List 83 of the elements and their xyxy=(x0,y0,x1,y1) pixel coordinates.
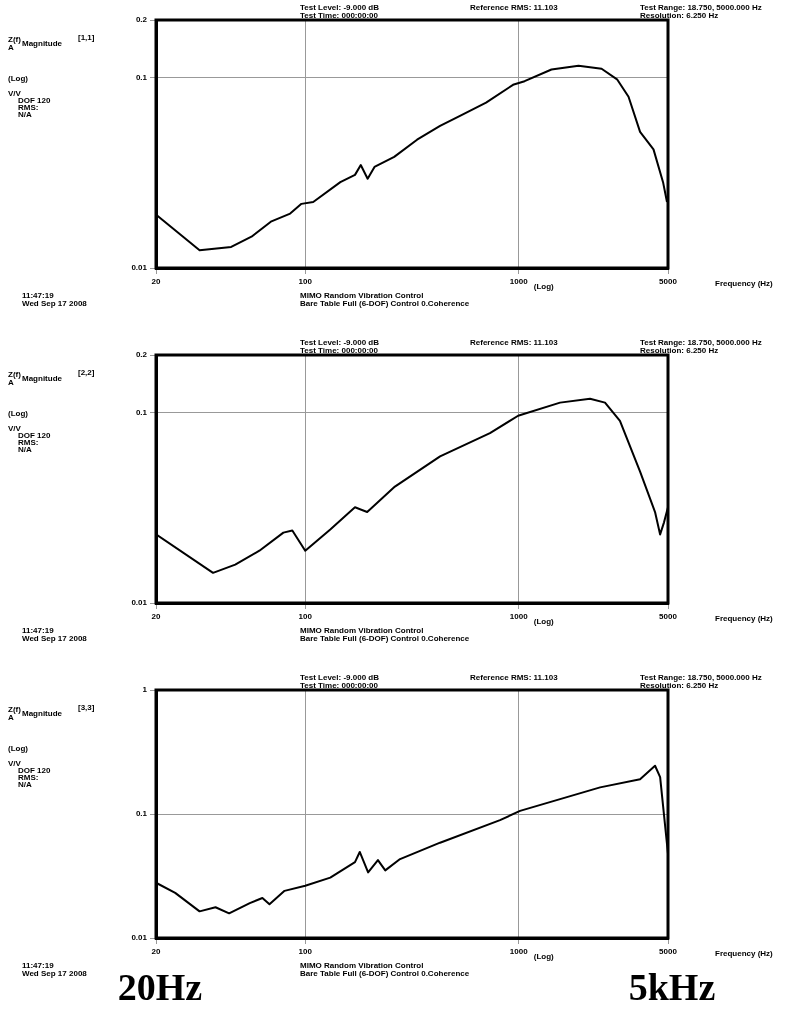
text: Test Level: -9.000 dB xyxy=(300,673,379,682)
y-axis-title: Magnitude xyxy=(22,709,62,718)
text: 20Hz xyxy=(117,966,203,1008)
text: Test Time: 000:00:00 xyxy=(300,681,378,690)
text: MIMO Random Vibration Control xyxy=(300,961,424,970)
text: Resolution: 6.250 Hz xyxy=(640,681,719,690)
text: Test Level: -9.000 dB xyxy=(300,3,379,12)
text: Resolution: 6.250 Hz xyxy=(640,11,719,20)
text: Resolution: 6.250 Hz xyxy=(640,346,719,355)
text: Wed Sep 17 2008 xyxy=(22,969,87,978)
text: MIMO Random Vibration Control xyxy=(300,291,424,300)
text: (Log) xyxy=(8,744,28,753)
text: Reference RMS: 11.103 xyxy=(470,338,558,347)
text: N/A xyxy=(18,445,32,454)
x-axis-title: Frequency (Hz) xyxy=(715,279,773,288)
text: RMS: xyxy=(18,103,39,112)
text: A xyxy=(8,713,14,722)
text: [2,2] xyxy=(78,368,95,377)
text: RMS: xyxy=(18,773,39,782)
x-tick-label: 1000 xyxy=(509,612,529,621)
y-tick-label: 0.1 xyxy=(135,407,148,417)
x-tick-label: 100 xyxy=(298,612,313,621)
text: Test Range: 18.750, 5000.000 Hz xyxy=(640,673,762,682)
y-tick-label: 0.01 xyxy=(131,263,148,273)
text: (Log) xyxy=(533,282,554,291)
text: Test Level: -9.000 dB xyxy=(300,338,379,347)
text: Test Range: 18.750, 5000.000 Hz xyxy=(640,3,762,12)
y-axis-title: Magnitude xyxy=(22,374,62,383)
text: Test Time: 000:00:00 xyxy=(300,11,378,20)
y-tick-label: 0.2 xyxy=(135,350,148,360)
text: Test Range: 18.750, 5000.000 Hz xyxy=(640,338,762,347)
y-tick-label: 0.1 xyxy=(135,809,148,819)
x-tick-label: 5000 xyxy=(659,277,678,286)
text: Test Time: 000:00:00 xyxy=(300,346,378,355)
text: RMS: xyxy=(18,438,39,447)
x-tick-label: 100 xyxy=(298,277,313,286)
text: Wed Sep 17 2008 xyxy=(22,634,87,643)
text: (Log) xyxy=(8,409,28,418)
text: 5kHz xyxy=(628,966,716,1008)
x-tick-label: 20 xyxy=(151,947,161,956)
y-tick-label: 0.1 xyxy=(135,72,148,82)
text: DOF 120 xyxy=(18,431,51,440)
text: (Log) xyxy=(533,617,554,626)
x-tick-label: 5000 xyxy=(659,947,678,956)
text: Reference RMS: 11.103 xyxy=(470,673,558,682)
text: Wed Sep 17 2008 xyxy=(22,299,87,308)
text: [3,3] xyxy=(78,703,95,712)
text: N/A xyxy=(18,110,32,119)
x-tick-label: 100 xyxy=(298,947,313,956)
text: 11:47:19 xyxy=(22,291,54,300)
text: MIMO Random Vibration Control xyxy=(300,626,424,635)
text: N/A xyxy=(18,780,32,789)
y-tick-label: 0.01 xyxy=(131,598,148,608)
text: Reference RMS: 11.103 xyxy=(470,3,558,12)
text: DOF 120 xyxy=(18,96,51,105)
x-axis-title: Frequency (Hz) xyxy=(715,949,773,958)
text: Z(f) xyxy=(8,705,21,714)
text: Z(f) xyxy=(8,370,21,379)
x-tick-label: 20 xyxy=(151,612,161,621)
y-axis-title: Magnitude xyxy=(22,39,62,48)
text: A xyxy=(8,43,14,52)
text: Z(f) xyxy=(8,35,21,44)
x-axis-title: Frequency (Hz) xyxy=(715,614,773,623)
text: 11:47:19 xyxy=(22,961,54,970)
x-tick-label: 1000 xyxy=(509,277,529,286)
text: V/V xyxy=(8,759,21,768)
y-tick-label: 0.01 xyxy=(131,933,148,943)
x-tick-label: 1000 xyxy=(509,947,529,956)
text: (Log) xyxy=(8,74,28,83)
text: V/V xyxy=(8,89,21,98)
text: (Log) xyxy=(533,952,554,961)
y-tick-label: 1 xyxy=(142,685,148,695)
x-tick-label: 5000 xyxy=(659,612,678,621)
text: [1,1] xyxy=(78,33,95,42)
text: 11:47:19 xyxy=(22,626,54,635)
text: A xyxy=(8,378,14,387)
text: DOF 120 xyxy=(18,766,51,775)
text: Bare Table Full (6-DOF) Control 0.Coherence xyxy=(300,634,470,643)
y-tick-label: 0.2 xyxy=(135,15,148,25)
text: Bare Table Full (6-DOF) Control 0.Coherence xyxy=(300,969,470,978)
text: V/V xyxy=(8,424,21,433)
text: Bare Table Full (6-DOF) Control 0.Coherence xyxy=(300,299,470,308)
x-tick-label: 20 xyxy=(151,277,161,286)
